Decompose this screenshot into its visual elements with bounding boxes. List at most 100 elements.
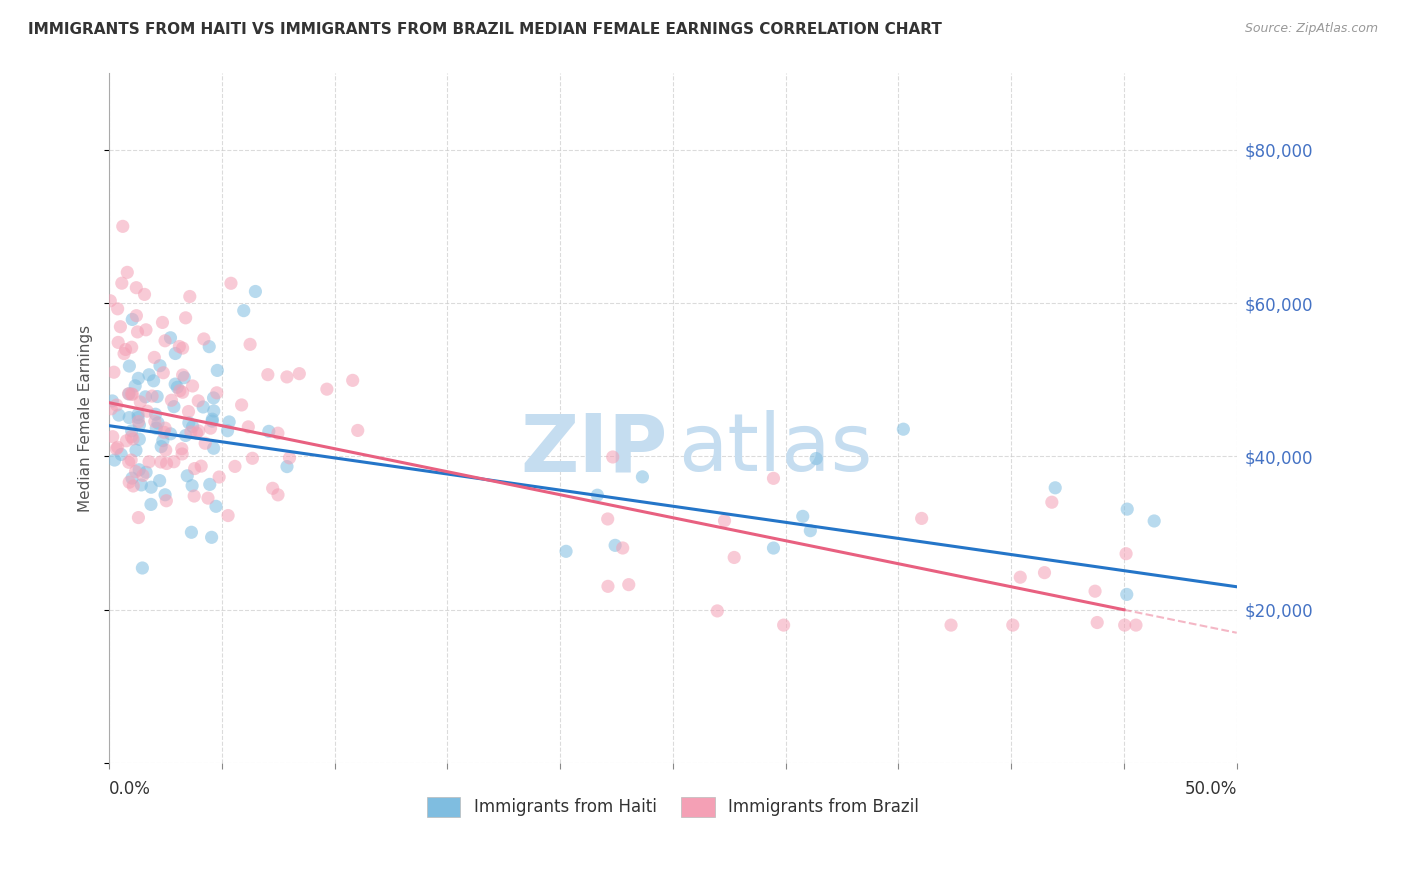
- Text: ZIP: ZIP: [520, 410, 668, 488]
- Point: [176, 468, 198, 483]
- Y-axis label: Median Female Earnings: Median Female Earnings: [79, 325, 93, 512]
- Point: [219, 277, 242, 291]
- Point: [202, 442, 225, 456]
- Point: [1085, 615, 1108, 630]
- Point: [1115, 587, 1137, 601]
- Point: [596, 579, 619, 593]
- Point: [201, 530, 224, 544]
- Point: [194, 436, 217, 450]
- Point: [713, 514, 735, 528]
- Point: [160, 393, 183, 408]
- Point: [124, 379, 146, 393]
- Point: [138, 455, 160, 469]
- Point: [631, 470, 654, 484]
- Point: [146, 390, 169, 404]
- Point: [132, 468, 155, 483]
- Point: [187, 424, 209, 438]
- Point: [276, 459, 298, 474]
- Point: [596, 512, 619, 526]
- Point: [202, 404, 225, 418]
- Point: [911, 511, 934, 525]
- Point: [799, 524, 821, 538]
- Point: [121, 471, 143, 485]
- Point: [110, 319, 132, 334]
- Point: [181, 419, 204, 434]
- Point: [165, 346, 187, 360]
- Point: [98, 293, 121, 308]
- Point: [121, 424, 143, 438]
- Point: [111, 219, 134, 234]
- Point: [135, 323, 157, 337]
- Point: [555, 544, 578, 558]
- Point: [183, 461, 205, 475]
- Point: [315, 382, 337, 396]
- Point: [128, 432, 150, 446]
- Point: [245, 285, 267, 299]
- Point: [1125, 618, 1147, 632]
- Point: [127, 325, 149, 339]
- Point: [134, 390, 156, 404]
- Point: [121, 312, 143, 326]
- Point: [107, 440, 129, 454]
- Point: [586, 488, 609, 502]
- Point: [128, 463, 150, 477]
- Point: [100, 401, 122, 416]
- Point: [172, 447, 194, 461]
- Point: [201, 412, 224, 426]
- Point: [186, 425, 208, 440]
- Point: [180, 425, 202, 439]
- Point: [125, 281, 148, 295]
- Point: [103, 365, 125, 379]
- Point: [155, 443, 177, 458]
- Point: [152, 366, 174, 380]
- Point: [172, 368, 194, 382]
- Point: [1114, 618, 1136, 632]
- Point: [118, 475, 141, 490]
- Point: [122, 432, 145, 446]
- Point: [1115, 547, 1137, 561]
- Point: [107, 301, 129, 316]
- Point: [205, 500, 228, 514]
- Point: [159, 331, 181, 345]
- Point: [267, 426, 290, 441]
- Point: [121, 387, 143, 401]
- Point: [120, 453, 142, 467]
- Point: [617, 577, 640, 591]
- Point: [772, 618, 794, 632]
- Point: [762, 471, 785, 485]
- Point: [172, 341, 194, 355]
- Text: 0.0%: 0.0%: [110, 780, 150, 798]
- Point: [172, 385, 194, 400]
- Point: [1001, 618, 1024, 632]
- Point: [105, 398, 128, 412]
- Point: [145, 407, 167, 421]
- Point: [138, 368, 160, 382]
- Point: [122, 479, 145, 493]
- Point: [114, 343, 136, 357]
- Point: [166, 380, 188, 394]
- Point: [267, 488, 290, 502]
- Point: [193, 332, 215, 346]
- Point: [118, 455, 141, 469]
- Point: [129, 395, 152, 409]
- Point: [939, 618, 962, 632]
- Point: [124, 465, 146, 479]
- Point: [155, 457, 177, 471]
- Point: [804, 451, 827, 466]
- Point: [893, 422, 915, 436]
- Point: [193, 400, 215, 414]
- Point: [165, 377, 187, 392]
- Point: [135, 465, 157, 479]
- Point: [131, 478, 153, 492]
- Point: [1010, 570, 1032, 584]
- Point: [110, 447, 132, 461]
- Point: [155, 493, 177, 508]
- Point: [183, 489, 205, 503]
- Point: [179, 289, 201, 303]
- Point: [198, 340, 221, 354]
- Point: [143, 414, 166, 428]
- Point: [127, 371, 149, 385]
- Point: [117, 387, 139, 401]
- Point: [1143, 514, 1166, 528]
- Point: [187, 393, 209, 408]
